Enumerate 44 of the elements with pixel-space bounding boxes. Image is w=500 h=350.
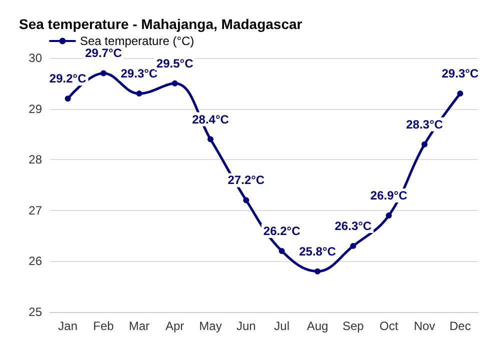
point	[350, 242, 356, 249]
point	[278, 248, 285, 254]
y-tick-label: 28	[28, 152, 42, 167]
y-tick-label: 30	[28, 51, 42, 65]
x-tick-label: Oct	[379, 319, 399, 333]
data-label: 25.8°C	[299, 244, 336, 258]
data-label: 29.7°C	[85, 46, 122, 60]
x-tick-label: Nov	[414, 319, 436, 333]
x-tick-label: Jun	[236, 319, 256, 333]
data-label: 29.5°C	[156, 56, 194, 70]
point	[208, 136, 214, 142]
x-tick-label: Sep	[342, 319, 364, 333]
data-label: 29.3°C	[120, 66, 158, 81]
x-tick-label: Apr	[165, 319, 184, 333]
point	[386, 212, 392, 218]
data-label: 26.9°C	[370, 188, 408, 202]
y-tick-label: 25	[28, 305, 42, 319]
point	[243, 197, 250, 204]
point	[64, 96, 71, 102]
data-label: 29.2°C	[49, 72, 87, 86]
data-label: 28.3°C	[406, 117, 444, 132]
x-tick-label: Aug	[306, 319, 328, 333]
x-tick-label: May	[199, 319, 222, 333]
x-tick-label: Jan	[58, 319, 78, 333]
data-label: 27.2°C	[228, 173, 265, 188]
x-tick-label: Jul	[274, 319, 290, 333]
x-tick-label: Feb	[93, 319, 114, 333]
point	[422, 141, 428, 148]
point	[172, 80, 178, 86]
chart-title: Sea temperature - Mahajanga, Madagascar	[19, 16, 303, 32]
data-label: 28.4°C	[192, 112, 230, 126]
y-tick-label: 27	[28, 203, 42, 218]
point	[136, 90, 142, 97]
data-label: 26.2°C	[263, 224, 301, 238]
point	[100, 70, 106, 76]
y-tick-label: 29	[28, 102, 42, 116]
y-tick-label: 26	[28, 254, 42, 268]
x-tick-label: Dec	[449, 319, 471, 333]
point	[314, 268, 320, 274]
legend-label: Sea temperature (°C)	[80, 34, 194, 48]
data-label: 29.3°C	[442, 66, 479, 81]
data-label: 26.3°C	[334, 218, 372, 233]
point	[457, 90, 464, 97]
x-tick-label: Mar	[128, 319, 150, 333]
